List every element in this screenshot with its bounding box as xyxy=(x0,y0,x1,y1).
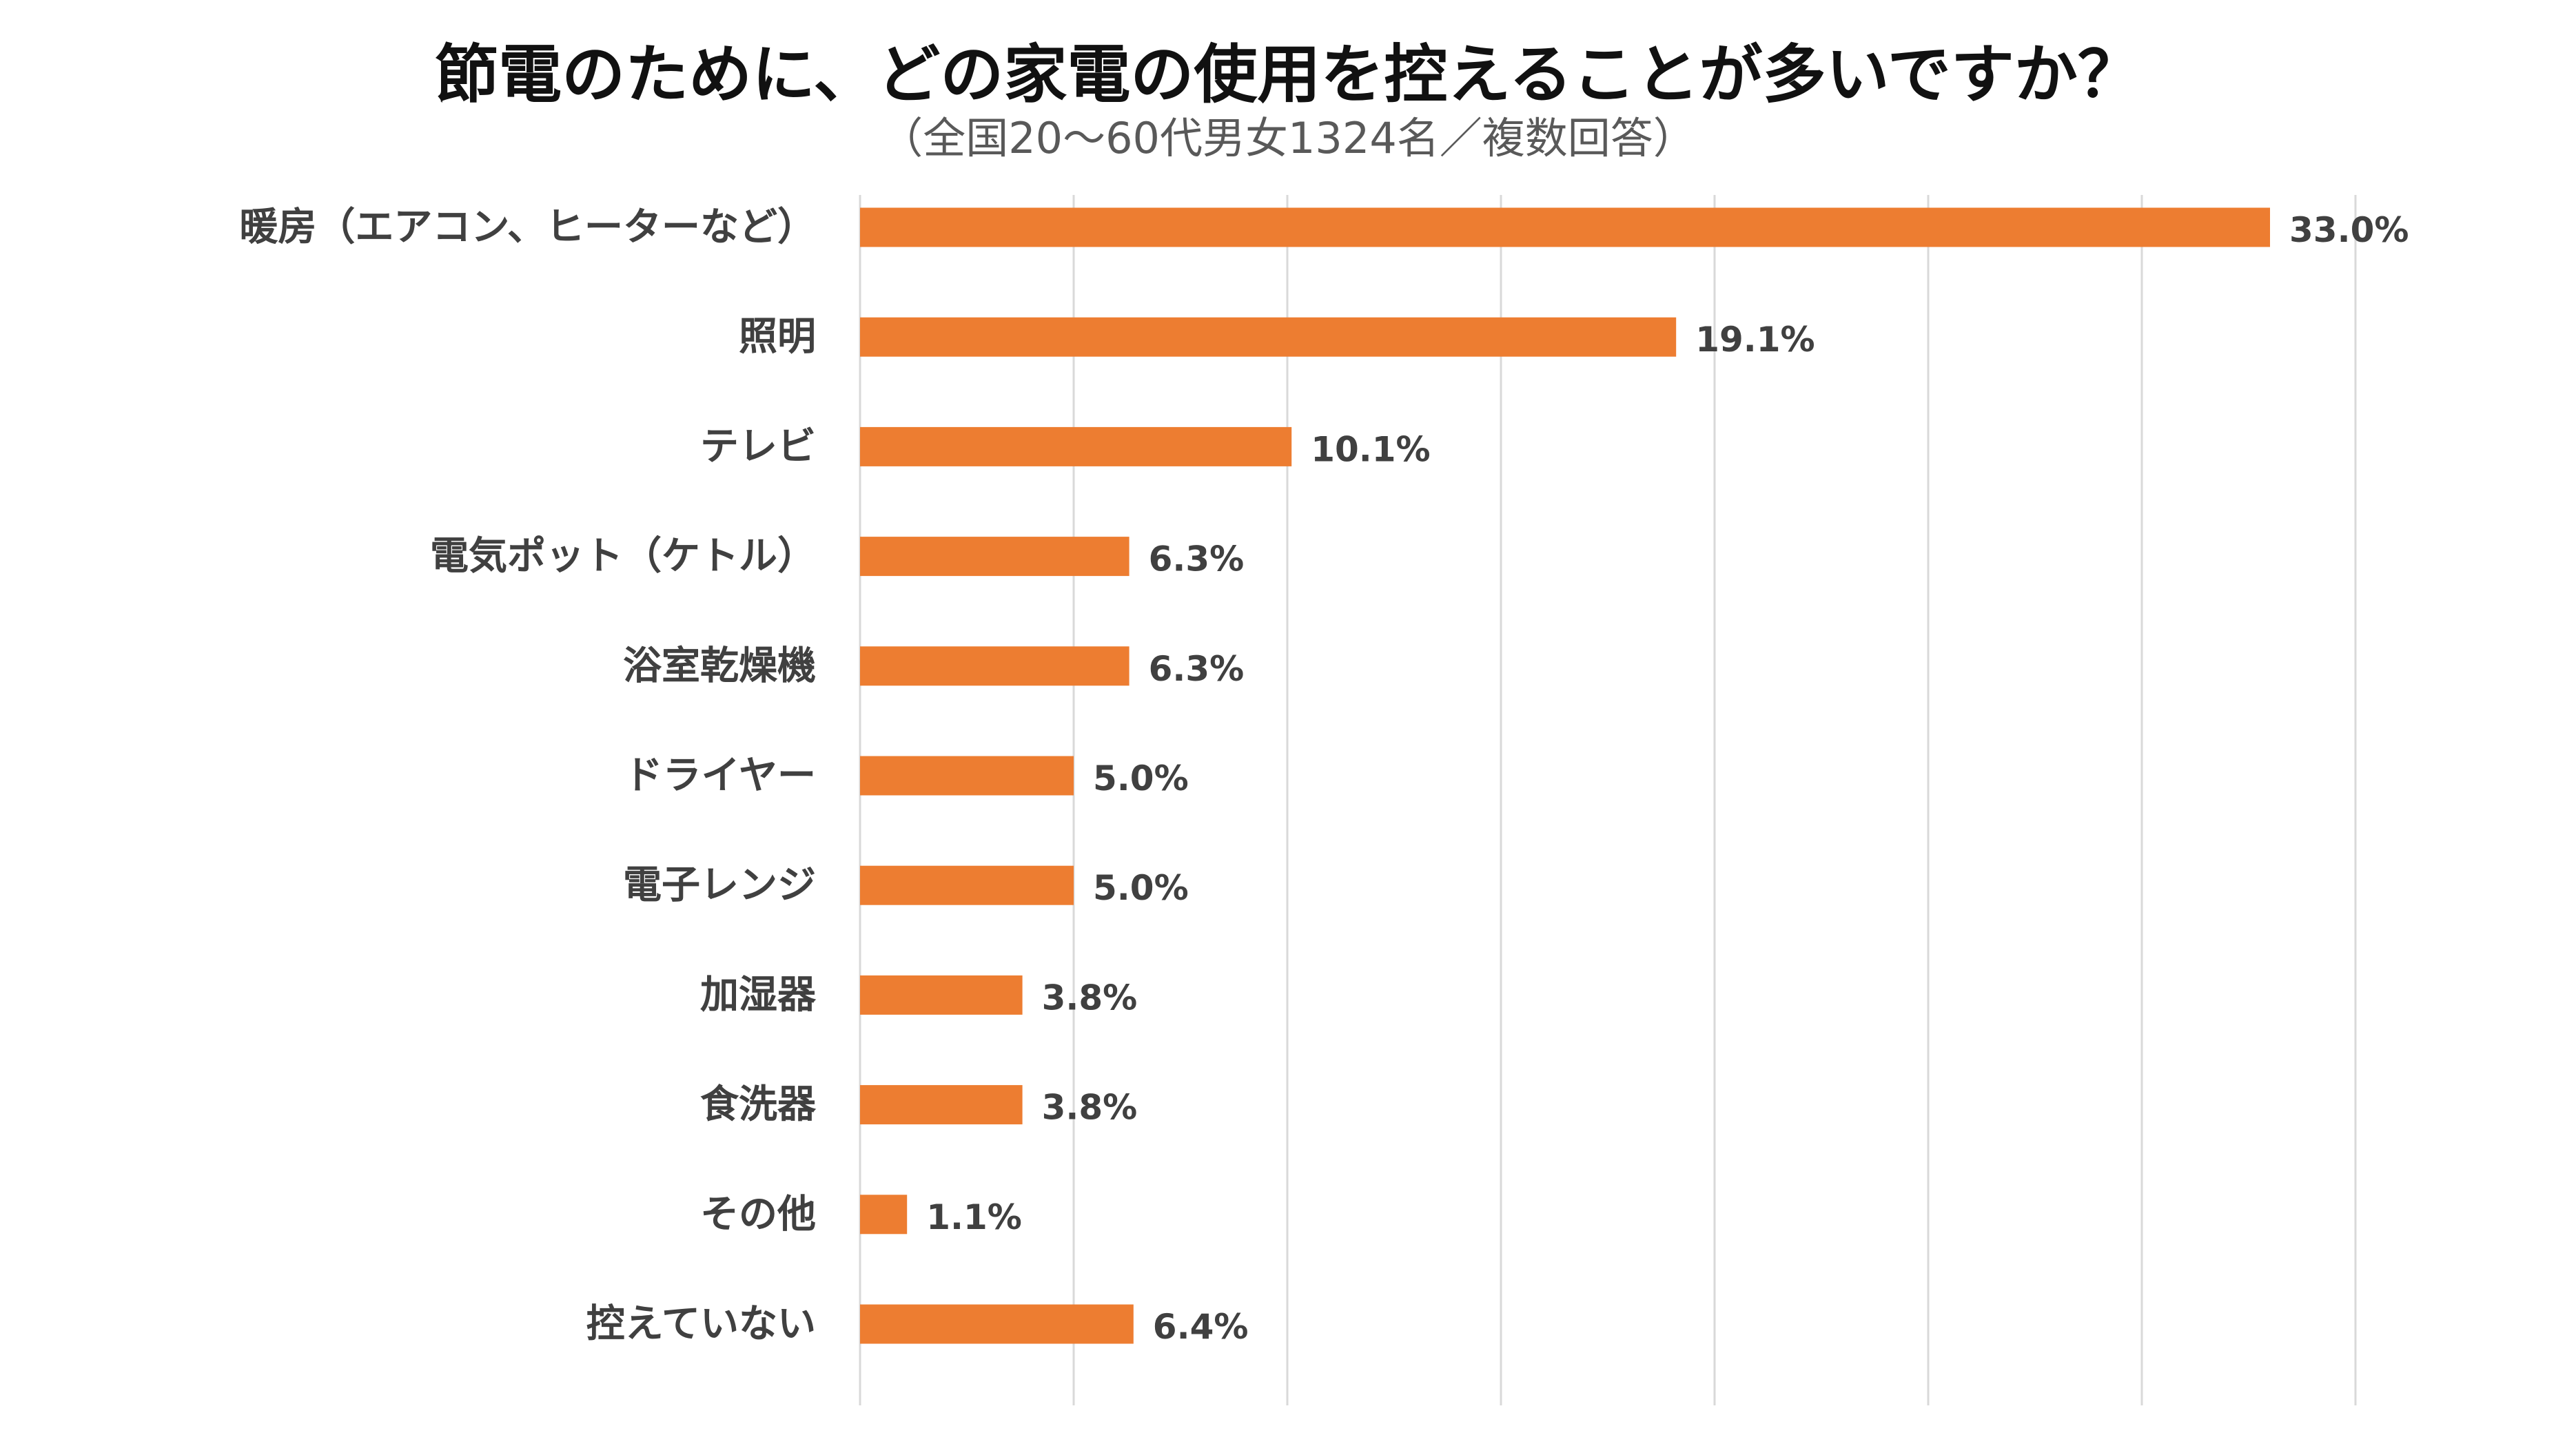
labels: 暖房（エアコン、ヒーターなど） 33.0% 照明 19.1% テレビ 10.1% 電気ポット… xyxy=(239,205,2409,1348)
bar xyxy=(860,537,1129,577)
bar xyxy=(860,1304,1134,1344)
category-label: 暖房（エアコン、ヒーターなど） xyxy=(239,205,816,250)
value-label: 3.8% xyxy=(1042,978,1138,1018)
category-label: 電子レンジ xyxy=(623,863,816,908)
value-label: 6.4% xyxy=(1153,1307,1249,1347)
bar xyxy=(860,207,2270,247)
bar xyxy=(860,426,1292,466)
bar xyxy=(860,756,1074,796)
value-label: 1.1% xyxy=(926,1197,1022,1237)
value-label: 5.0% xyxy=(1093,758,1189,798)
chart-subtitle: （全国20～60代男女1324名／複数回答） xyxy=(880,113,1696,163)
category-label: 電気ポット（ケトル） xyxy=(430,534,816,579)
value-label: 19.1% xyxy=(1695,320,1815,360)
bar xyxy=(860,865,1074,905)
value-label: 6.3% xyxy=(1149,649,1245,689)
value-label: 3.8% xyxy=(1042,1088,1138,1128)
chart-title: 節電のために、どの家電の使用を控えることが多いですか？ xyxy=(435,38,2141,112)
bar xyxy=(860,317,1677,357)
gridlines xyxy=(859,195,2357,1405)
category-label: テレビ xyxy=(700,424,816,469)
category-label: その他 xyxy=(700,1192,816,1237)
bar xyxy=(860,646,1129,686)
value-label: 10.1% xyxy=(1311,429,1430,469)
bars xyxy=(860,207,2270,1344)
category-label: 食洗器 xyxy=(700,1082,817,1127)
value-label: 5.0% xyxy=(1093,868,1189,908)
category-label: ドライヤー xyxy=(624,754,816,798)
category-label: 控えていない xyxy=(586,1302,816,1347)
value-label: 33.0% xyxy=(2289,210,2409,250)
bar xyxy=(860,975,1023,1015)
value-label: 6.3% xyxy=(1149,539,1245,579)
bar xyxy=(860,1085,1023,1125)
category-label: 加湿器 xyxy=(700,973,817,1018)
category-label: 浴室乾燥機 xyxy=(623,643,816,688)
category-label: 照明 xyxy=(739,315,816,360)
bar xyxy=(860,1195,908,1235)
